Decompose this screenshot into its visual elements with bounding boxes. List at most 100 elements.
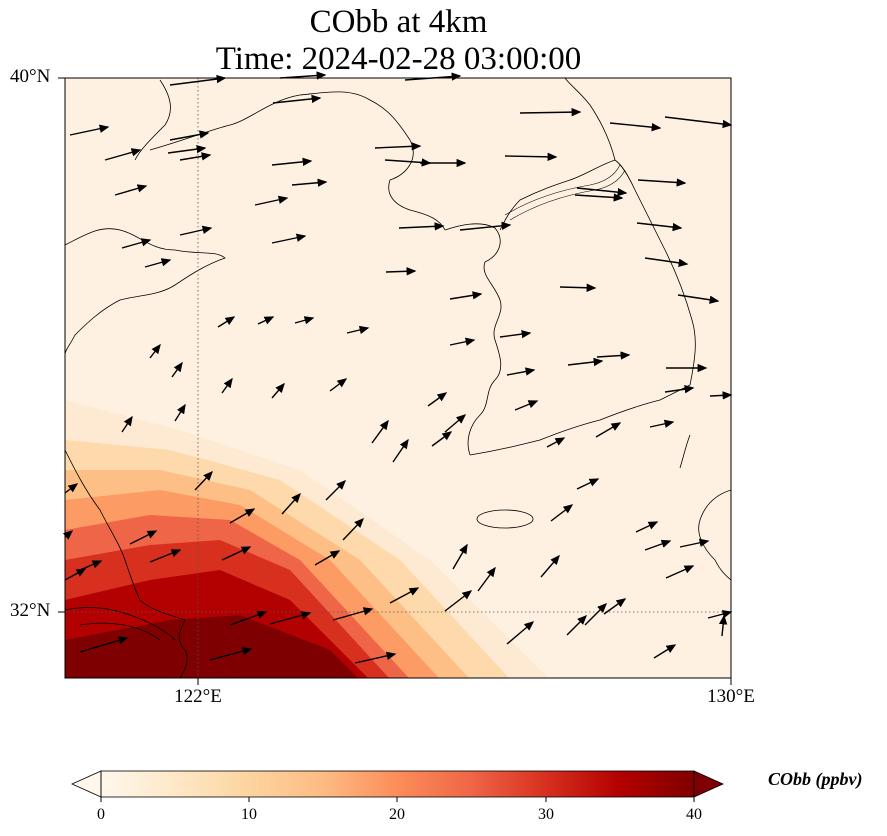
wind-arrow [281, 492, 301, 515]
wind-arrow [291, 178, 328, 187]
map-title-line2: Time: 2024-02-28 03:00:00 [215, 41, 582, 77]
wind-arrow [229, 610, 268, 626]
wind-arrow [664, 116, 733, 129]
wind-arrow [346, 325, 370, 335]
concentration-field [65, 400, 548, 678]
wind-arrow [718, 614, 728, 637]
wind-arrow [576, 478, 600, 490]
wind-arrow [69, 124, 110, 136]
wind-arrow [329, 378, 348, 392]
wind-arrow [179, 152, 212, 161]
colorbar-tick-label: 30 [538, 806, 554, 823]
wind-arrow [271, 233, 307, 244]
wind-arrow [194, 470, 213, 491]
wind-arrow [104, 148, 142, 161]
wind-arrow [221, 546, 252, 561]
wind-arrow [217, 316, 236, 328]
wind-arrow [452, 543, 468, 570]
wind-arrow [167, 144, 207, 154]
wind-arrow [144, 258, 172, 268]
lat-label-40n: 40°N [10, 66, 51, 87]
axis-ticks [58, 77, 732, 685]
wind-arrow [644, 257, 689, 267]
wind-arrow [398, 222, 445, 231]
wind-arrow [385, 267, 417, 276]
wind-arrow [325, 480, 346, 501]
wind-arrow [374, 142, 422, 151]
wind-arrow [519, 107, 582, 117]
wind-arrow [332, 607, 374, 621]
wind-arrow [506, 367, 536, 376]
wind-arrow [649, 419, 675, 428]
wind-arrow [174, 403, 186, 422]
wind-arrow [637, 178, 687, 187]
wind-arrow [179, 225, 213, 236]
wind-arrow [269, 611, 312, 625]
wind-arrow [546, 437, 566, 448]
colorbar [71, 770, 724, 802]
wind-arrow [709, 391, 733, 400]
wind-arrow [449, 337, 476, 346]
wind-arrow [679, 538, 710, 548]
wind-arrow [506, 621, 535, 645]
wind-arrow [595, 422, 622, 438]
map-frame [64, 77, 732, 679]
wind-arrow [149, 343, 161, 359]
wind-arrow [576, 187, 628, 197]
wind-arrow [79, 560, 103, 571]
wind-arrow [389, 587, 420, 604]
wind-arrow [596, 351, 631, 360]
wind-arrow [272, 94, 322, 104]
wind-arrow [459, 221, 512, 231]
colorbar-tick-label: 10 [241, 806, 257, 823]
wind-arrow [129, 530, 158, 545]
wind-arrow [477, 566, 496, 592]
wind-arrow [665, 565, 695, 579]
wind-arrow [342, 517, 364, 541]
wind-arrow [114, 184, 148, 196]
wind-arrow [254, 195, 289, 206]
wind-arrow [64, 568, 87, 581]
wind-arrow [271, 382, 285, 399]
wind-arrow [121, 415, 133, 433]
wind-arrow [574, 193, 624, 202]
wind-arrow [169, 130, 210, 141]
wind-arrow [566, 615, 587, 636]
wind-arrow [209, 647, 253, 661]
lon-label-122e: 122°E [174, 686, 222, 707]
lat-label-32n: 32°N [10, 600, 51, 621]
wind-arrow [584, 603, 607, 626]
wind-arrow [449, 291, 483, 300]
wind-arrow [664, 385, 695, 394]
wind-arrow [550, 504, 574, 522]
wind-arrow [354, 651, 397, 664]
wind-arrow [171, 361, 183, 378]
wind-arrow [499, 329, 532, 339]
wind-arrow [314, 550, 341, 566]
wind-arrow [653, 644, 677, 659]
colorbar-tick-label: 20 [389, 806, 405, 823]
wind-arrow [644, 539, 672, 551]
wind-arrow [121, 238, 152, 249]
wind-arrow [64, 483, 79, 494]
wind-arrow [603, 598, 627, 615]
colorbar-tick-label: 0 [97, 806, 105, 823]
wind-arrow [444, 590, 473, 612]
wind-arrow [221, 377, 233, 394]
gridlines [65, 78, 731, 678]
wind-arrow [567, 357, 604, 367]
wind-vectors [62, 71, 733, 664]
wind-arrow [62, 530, 74, 540]
colorbar-tick-label: 40 [686, 806, 702, 823]
wind-arrow [371, 419, 389, 444]
wind-arrow [540, 554, 560, 578]
coastlines [65, 78, 731, 678]
map-title-line1: CObb at 4km [309, 4, 488, 40]
wind-arrow [609, 122, 662, 132]
lon-label-130e: 130°E [707, 686, 755, 707]
wind-arrow [257, 316, 275, 325]
wind-arrow [504, 152, 558, 162]
wind-arrow [79, 636, 129, 653]
wind-arrow [636, 222, 683, 232]
